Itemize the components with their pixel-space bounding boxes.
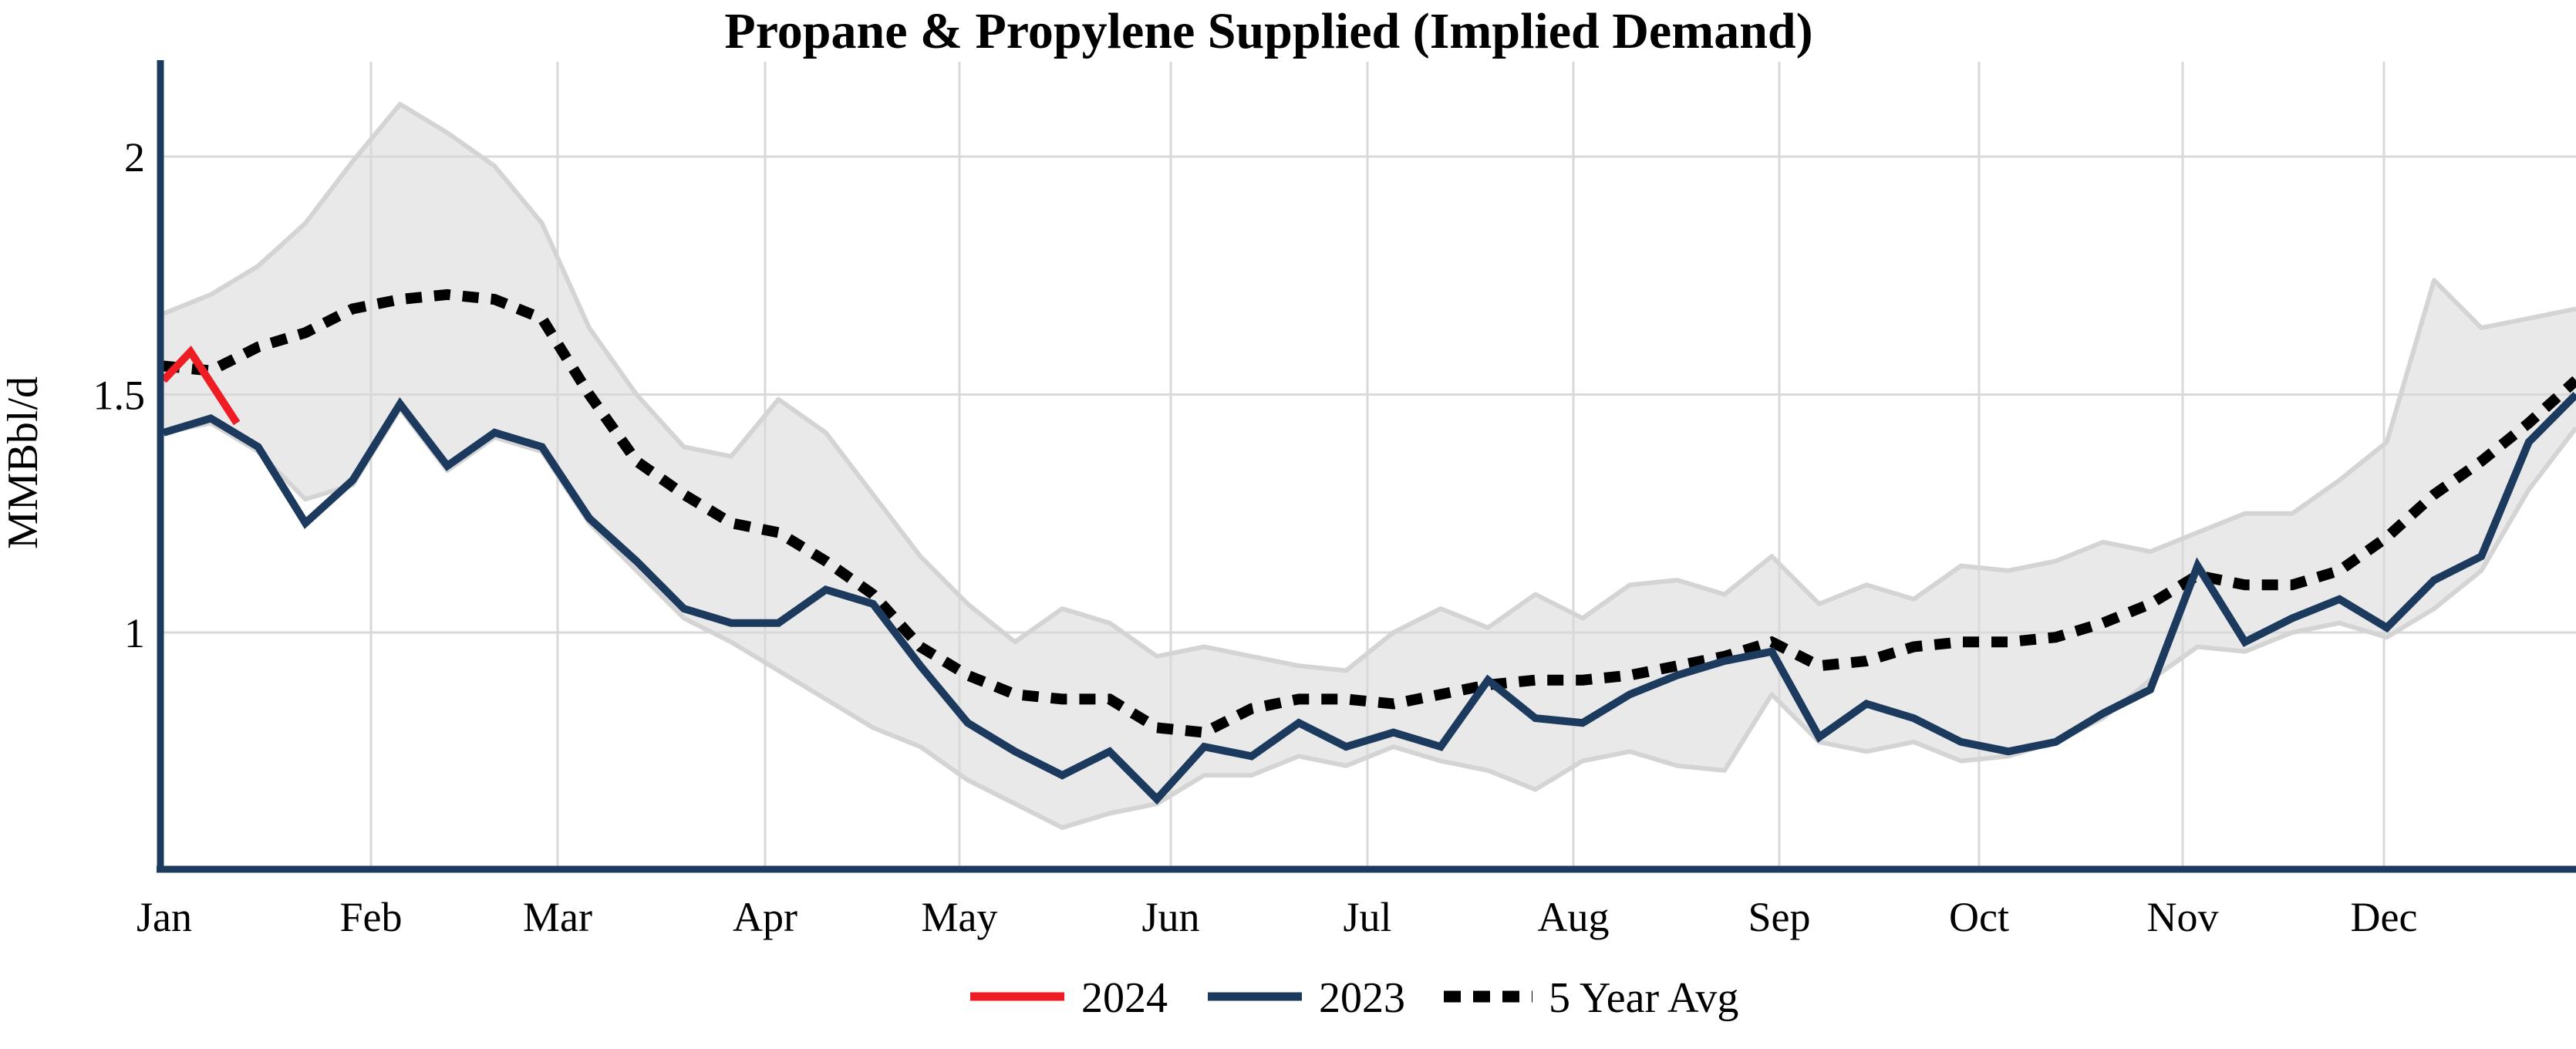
x-tick-label-aug: Aug: [1538, 894, 1610, 940]
y-tick-label-2: 2: [124, 134, 145, 180]
y-tick-label-1: 1: [124, 610, 145, 656]
legend-label-2023: 2023: [1319, 974, 1405, 1022]
x-tick-label-jun: Jun: [1141, 894, 1199, 940]
legend-label-5-year-avg: 5 Year Avg: [1549, 974, 1738, 1022]
gridlines: [164, 62, 2576, 866]
x-tick-label-feb: Feb: [340, 894, 403, 940]
x-tick-label-nov: Nov: [2147, 894, 2219, 940]
x-tick-label-mar: Mar: [523, 894, 592, 940]
x-tick-label-may: May: [922, 894, 998, 940]
y-tick-label-1.5: 1.5: [93, 373, 146, 419]
line-2024: [160, 345, 241, 426]
five-year-avg-line: [163, 288, 2576, 738]
x-tick-label-dec: Dec: [2351, 894, 2418, 940]
line-2023: [162, 391, 2576, 805]
x-tick-label-apr: Apr: [733, 894, 797, 940]
five-year-range-band: [164, 104, 2576, 828]
y-axis-title: MMBbl/d: [0, 376, 47, 549]
x-tick-label-oct: Oct: [1949, 894, 2009, 940]
x-tick-label-sep: Sep: [1748, 894, 1811, 940]
legend-label-2024: 2024: [1081, 974, 1168, 1022]
x-tick-label-jul: Jul: [1343, 894, 1391, 940]
band-upper-edge: [162, 102, 2576, 673]
legend: 2024 2023 5 Year Avg: [970, 974, 1738, 1022]
x-tick-label-jan: Jan: [137, 894, 192, 940]
chart-title: Propane & Propylene Supplied (Implied De…: [724, 3, 1812, 59]
